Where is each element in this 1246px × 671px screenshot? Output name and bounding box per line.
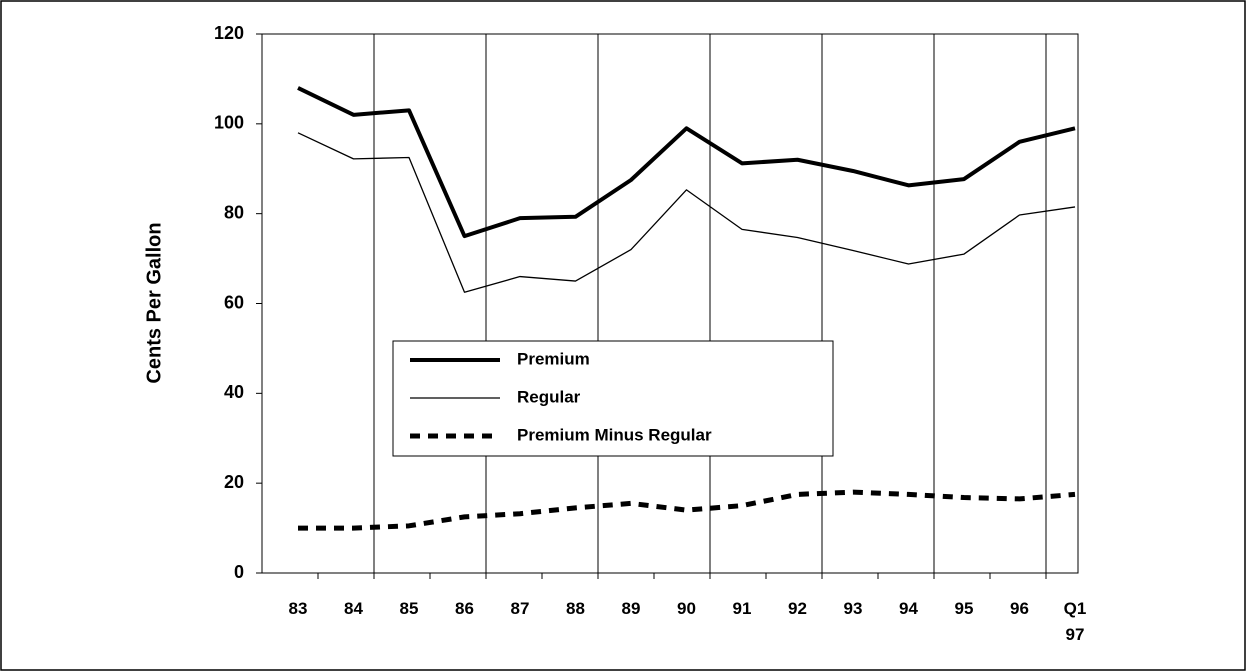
series-line [298, 489, 1076, 531]
x-tick-label: 87 [510, 599, 530, 618]
x-tick-label: 93 [843, 599, 863, 618]
x-tick-label: 90 [677, 599, 696, 618]
x-tick-label: 91 [732, 599, 752, 618]
x-tick-label: 95 [954, 599, 974, 618]
y-tick-label: 120 [214, 23, 244, 43]
y-axis-label: Cents Per Gallon [143, 222, 165, 383]
y-tick-label: 60 [224, 292, 244, 312]
y-tick-label: 80 [224, 202, 244, 222]
y-tick-label: 100 [214, 113, 244, 133]
x-tick-label: Q1 97 [1063, 599, 1087, 644]
legend-label: Regular [517, 387, 581, 406]
x-tick-label: 85 [399, 599, 419, 618]
plot-frame [261, 33, 1079, 574]
x-tick-label: 83 [288, 599, 308, 618]
y-tick-label: 20 [224, 472, 244, 492]
y-tick-label: 0 [234, 562, 244, 582]
legend: Premium Regular Premium Minus Regular [392, 340, 834, 457]
legend-label: Premium Minus Regular [517, 425, 712, 444]
x-tick-label: 84 [344, 599, 363, 618]
x-tick-label: 92 [788, 599, 807, 618]
legend-label: Premium [517, 349, 590, 368]
x-tick-label: 96 [1010, 599, 1029, 618]
y-tick-label: 40 [224, 382, 244, 402]
x-tick-label: 86 [455, 599, 474, 618]
x-tick-label: 94 [899, 599, 918, 618]
series-line [297, 132, 1076, 293]
x-tick-label: 88 [566, 599, 585, 618]
x-tick-label: 89 [621, 599, 641, 618]
series-line [297, 86, 1076, 239]
